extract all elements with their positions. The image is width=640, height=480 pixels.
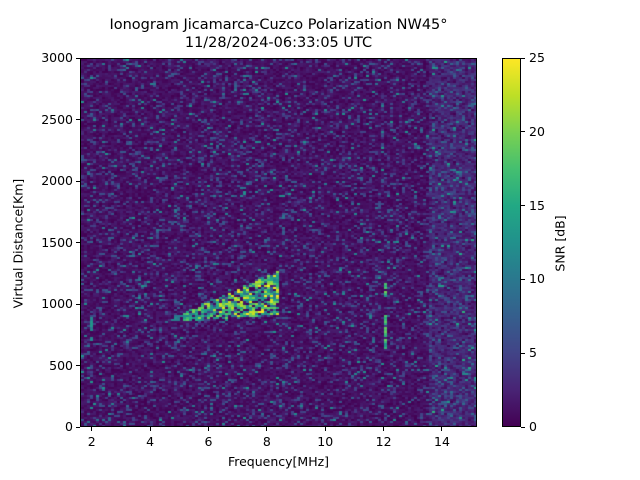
x-tick-label: 12 (375, 434, 392, 449)
y-tick-label: 1000 (41, 296, 73, 311)
colorbar-tick-label: 5 (529, 345, 537, 361)
y-tick-label: 3000 (41, 50, 73, 65)
y-tick-mark (76, 119, 80, 120)
colorbar (502, 58, 521, 427)
x-tick-mark (441, 427, 443, 431)
y-tick-mark (76, 242, 80, 243)
x-tick-mark (383, 427, 385, 431)
colorbar-tick-label: 0 (529, 419, 537, 434)
x-axis-label: Frequency[MHz] (227, 454, 330, 469)
y-tick-label: 2000 (41, 173, 73, 188)
x-tick-mark (149, 427, 151, 431)
y-tick-mark (76, 57, 80, 59)
x-tick-mark (91, 427, 93, 431)
x-tick-label: 6 (204, 434, 213, 449)
colorbar-tick-mark (521, 278, 525, 280)
y-tick-mark (76, 303, 80, 305)
x-tick-mark (324, 427, 326, 431)
y-tick-label: 0 (65, 419, 73, 434)
colorbar-tick-label: 25 (529, 50, 545, 65)
x-tick-mark (207, 427, 209, 431)
y-tick-label: 2500 (41, 111, 73, 127)
colorbar-label: SNR [dB] (552, 215, 568, 272)
y-tick-mark (76, 180, 80, 182)
x-tick-label: 10 (317, 434, 334, 449)
colorbar-tick-mark (521, 131, 525, 133)
y-tick-mark (76, 426, 80, 428)
colorbar-tick-mark (521, 352, 525, 354)
x-tick-label: 14 (434, 434, 450, 449)
chart-title: Ionogram Jicamarca-Cuzco Polarization NW… (109, 17, 448, 33)
heatmap-canvas (81, 59, 476, 426)
x-tick-label: 2 (87, 434, 96, 449)
x-tick-mark (266, 427, 268, 431)
y-axis-label: Virtual Distance[Km] (10, 178, 26, 309)
y-tick-label: 1500 (41, 234, 73, 250)
x-tick-label: 4 (146, 434, 155, 449)
colorbar-tick-mark (521, 426, 525, 428)
colorbar-tick-label: 10 (529, 271, 545, 287)
y-tick-mark (76, 365, 80, 366)
colorbar-tick-label: 20 (529, 123, 545, 139)
colorbar-tick-label: 15 (529, 197, 545, 213)
colorbar-tick-mark (521, 57, 525, 59)
x-tick-label: 8 (262, 434, 271, 449)
chart-subtitle-timestamp: 11/28/2024-06:33:05 UTC (184, 35, 373, 51)
y-tick-label: 500 (49, 357, 73, 373)
ionogram-heatmap (80, 58, 477, 427)
colorbar-tick-mark (521, 205, 525, 207)
